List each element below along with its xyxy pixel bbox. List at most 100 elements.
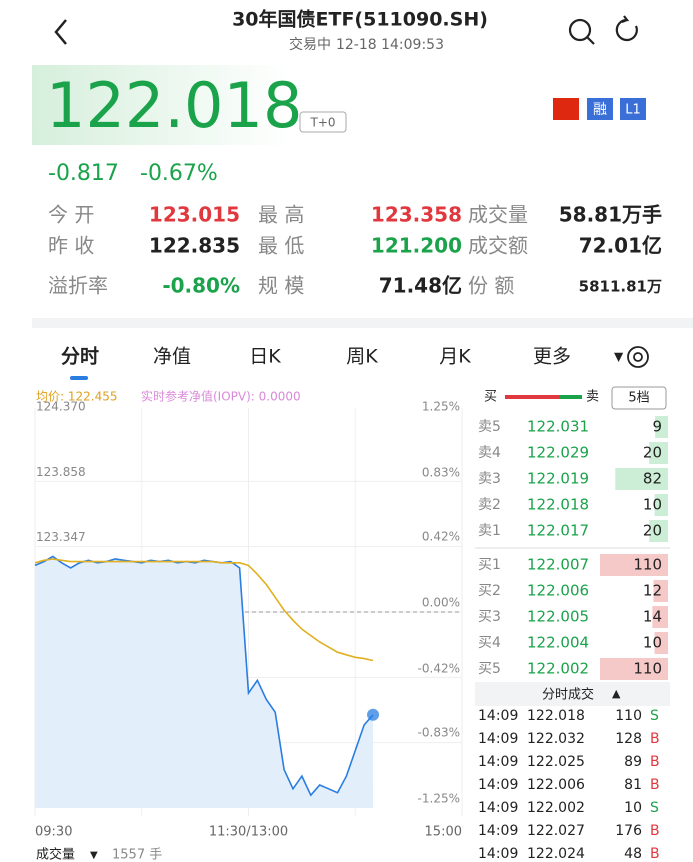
search-button[interactable] bbox=[568, 18, 595, 45]
trades-arrow: ▲ bbox=[612, 687, 621, 700]
more-arrow: ▼ bbox=[614, 350, 624, 364]
stat-value: -0.80% bbox=[162, 274, 240, 298]
back-button[interactable] bbox=[54, 19, 67, 45]
book-label: 卖2 bbox=[478, 497, 501, 513]
trade-side: S bbox=[650, 708, 659, 724]
book-price: 122.007 bbox=[527, 556, 589, 574]
trade-price: 122.027 bbox=[527, 823, 585, 839]
trade-volume: 89 bbox=[624, 754, 642, 770]
trade-time: 14:09 bbox=[478, 800, 518, 816]
sell-label: 卖 bbox=[586, 390, 599, 405]
price-panel bbox=[32, 65, 292, 145]
book-price: 122.017 bbox=[527, 522, 589, 540]
badge: L1 bbox=[625, 103, 641, 118]
depth[interactable]: 5档 bbox=[628, 391, 649, 406]
refresh-button[interactable] bbox=[615, 15, 638, 42]
status: 交易中 bbox=[289, 36, 331, 53]
badge-box bbox=[620, 98, 646, 120]
tab[interactable]: 日K bbox=[249, 346, 281, 368]
book-label: 买2 bbox=[478, 583, 501, 599]
book-price: 122.006 bbox=[527, 582, 589, 600]
avg-label: 均价: 122.455 bbox=[36, 390, 117, 404]
y2-tick-label: 0.83% bbox=[422, 465, 460, 479]
book-price: 122.029 bbox=[527, 444, 589, 462]
y2-tick-label: -0.83% bbox=[418, 726, 460, 740]
volume-bar bbox=[655, 416, 668, 438]
book-price: 122.002 bbox=[527, 660, 589, 678]
volume-text: 1557 手 bbox=[112, 848, 162, 862]
tab[interactable]: 周K bbox=[346, 346, 378, 368]
stat-value: 71.48亿 bbox=[379, 274, 462, 298]
stat-value: 72.01亿 bbox=[579, 234, 662, 258]
change: -0.817 bbox=[48, 161, 119, 186]
trade-volume: 48 bbox=[624, 846, 642, 862]
trade-price: 122.002 bbox=[527, 800, 585, 816]
stat-value: 58.81万手 bbox=[559, 203, 662, 227]
stat-label: 最 高 bbox=[258, 203, 304, 227]
datetime: 12-18 14:09:53 bbox=[336, 37, 444, 53]
ratio-buy bbox=[505, 395, 560, 399]
price: 122.018 bbox=[46, 69, 302, 142]
trade-time: 14:09 bbox=[478, 708, 518, 724]
book-label: 买3 bbox=[478, 609, 501, 625]
volume-bar bbox=[654, 632, 668, 654]
x-tick-label: 09:30 bbox=[35, 825, 72, 840]
iopv-label: 实时参考净值(IOPV): 0.0000 bbox=[141, 389, 301, 404]
y-tick-label: 123.858 bbox=[36, 465, 86, 479]
book-volume: 20 bbox=[643, 522, 662, 540]
book-label: 买4 bbox=[478, 635, 501, 651]
trade-price: 122.025 bbox=[527, 754, 585, 770]
trade-time: 14:09 bbox=[478, 846, 518, 862]
volume-bar bbox=[649, 520, 668, 542]
trades-list: 14:09 122.018 110 S 14:09 122.032 128 B 14:09 122… bbox=[478, 708, 660, 862]
tab[interactable]: 分时 bbox=[61, 346, 99, 368]
y2-tick-label: -1.25% bbox=[418, 792, 460, 806]
y-tick-label: 123.347 bbox=[36, 530, 86, 544]
depth-box[interactable] bbox=[611, 386, 667, 410]
change-pct: -0.67% bbox=[140, 161, 218, 186]
tab[interactable]: 月K bbox=[439, 346, 471, 368]
x-tick-label: 11:30/13:00 bbox=[209, 825, 288, 840]
book-label: 卖3 bbox=[478, 471, 501, 487]
tab[interactable]: 更多 bbox=[533, 346, 571, 368]
trade-price: 122.032 bbox=[527, 731, 585, 747]
trade-side: B bbox=[650, 731, 660, 747]
trade-time: 14:09 bbox=[478, 731, 518, 747]
book-label: 卖4 bbox=[478, 445, 501, 461]
book-volume: 20 bbox=[643, 444, 662, 462]
tab[interactable]: 净值 bbox=[153, 346, 191, 368]
book-label: 卖5 bbox=[478, 419, 501, 435]
trade-volume: 176 bbox=[615, 823, 642, 839]
trade-time: 14:09 bbox=[478, 777, 518, 793]
stat-value: 123.015 bbox=[149, 203, 240, 227]
volume-bar bbox=[615, 468, 668, 490]
trades-header bbox=[475, 682, 670, 706]
trade-volume: 81 bbox=[624, 777, 642, 793]
stat-label: 最 低 bbox=[258, 234, 304, 258]
settings-button[interactable] bbox=[627, 346, 649, 368]
book-volume: 9 bbox=[652, 418, 662, 436]
book-volume: 10 bbox=[643, 634, 662, 652]
book-price: 122.004 bbox=[527, 634, 589, 652]
trade-price: 122.006 bbox=[527, 777, 585, 793]
trade-volume: 10 bbox=[624, 800, 642, 816]
volume-bar bbox=[653, 580, 668, 602]
settings-button-inner bbox=[633, 352, 643, 362]
y2-tick-label: 1.25% bbox=[422, 400, 460, 414]
trades-title: 分时成交 bbox=[542, 687, 594, 703]
book-volume: 110 bbox=[633, 660, 662, 678]
tag: T+0 bbox=[309, 116, 335, 130]
volume-bar bbox=[654, 494, 668, 516]
x-tick-label: 15:00 bbox=[425, 825, 462, 840]
book-volume: 82 bbox=[643, 470, 662, 488]
trade-time: 14:09 bbox=[478, 823, 518, 839]
y2-tick-label: 0.00% bbox=[422, 596, 460, 610]
buy-label: 买 bbox=[484, 390, 497, 405]
trade-volume: 128 bbox=[615, 731, 642, 747]
stat-label: 成交量 bbox=[468, 203, 528, 227]
stat-label: 成交额 bbox=[468, 234, 528, 258]
volume-bar bbox=[600, 554, 668, 576]
separator bbox=[32, 318, 693, 328]
